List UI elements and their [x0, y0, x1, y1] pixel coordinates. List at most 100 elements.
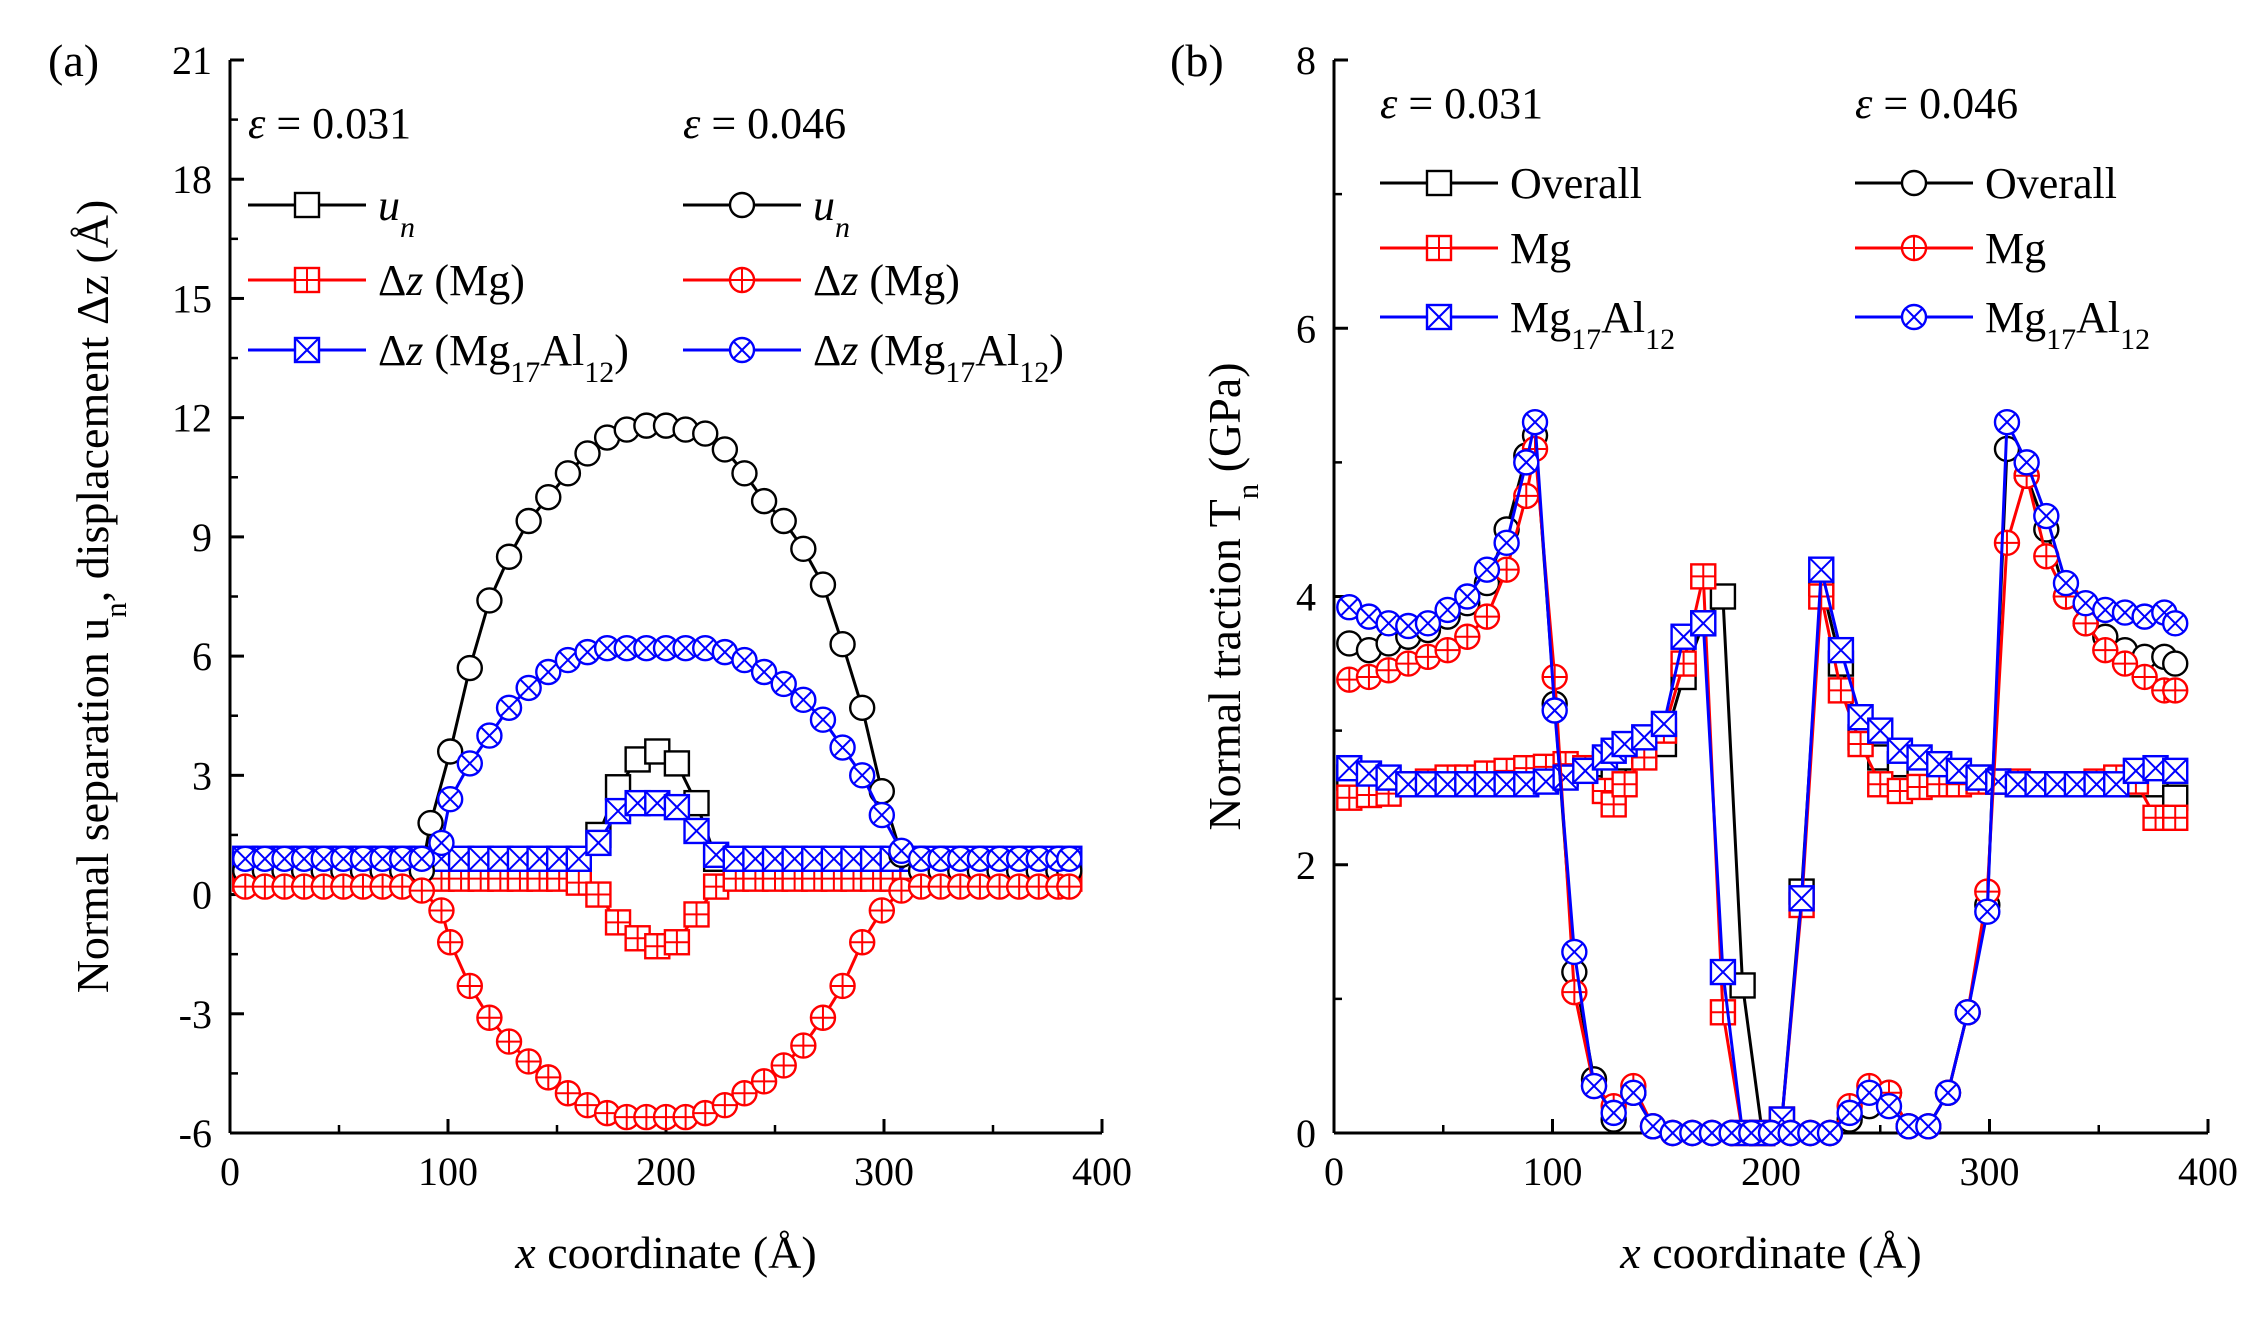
data-point: [2162, 757, 2189, 785]
marker-x-b: [1525, 412, 1545, 432]
marker-circle: [1900, 169, 1928, 197]
marker-x-b: [1340, 598, 1359, 617]
data-point: [829, 734, 856, 761]
data-point: [436, 929, 464, 956]
marker-x-b: [1906, 744, 1933, 771]
data-point: [947, 845, 974, 872]
data-point: [1827, 636, 1855, 664]
marker-x-b: [1663, 1123, 1682, 1143]
marker-x-b: [1761, 1123, 1781, 1143]
data-point: [495, 694, 523, 721]
marker-circle: [829, 630, 856, 658]
marker-x-b: [334, 849, 353, 868]
marker-x-b: [833, 738, 852, 757]
y-tick-label: 6: [1296, 306, 1316, 351]
marker-x-b: [1887, 738, 1913, 764]
data-point: [829, 630, 856, 658]
data-point: [293, 266, 321, 294]
data-point: [554, 646, 582, 674]
y-axis-label: Normal separation un, displacement Δz (Å…: [67, 200, 133, 994]
data-point: [1895, 1113, 1922, 1140]
legend-item: Δz (Mg): [248, 256, 525, 305]
data-point: [692, 634, 719, 662]
data-point: [1425, 169, 1453, 197]
data-point: [750, 658, 778, 686]
data-point: [232, 845, 259, 872]
label-text: ): [614, 326, 629, 375]
data-point: [770, 670, 797, 698]
x-axis-variable: x: [514, 1227, 536, 1278]
y-tick-label: 8: [1296, 38, 1316, 83]
legend-label: Overall: [1510, 159, 1642, 208]
marker-x-b: [1336, 755, 1363, 781]
label-text: (Mg): [423, 256, 524, 305]
series-line: [1348, 569, 2176, 1135]
data-point: [1954, 999, 1981, 1026]
data-point: [1993, 408, 2021, 436]
y-tick-label: 21: [172, 38, 212, 83]
marker-x-b: [637, 638, 656, 658]
data-point: [1355, 603, 1383, 630]
legend-item: Overall: [1380, 159, 1642, 208]
data-point: [2162, 610, 2189, 637]
data-point: [1541, 663, 1568, 691]
marker-x-b: [617, 638, 636, 658]
y-tick-label: 4: [1296, 575, 1316, 620]
data-point: [663, 750, 691, 777]
data-point: [1915, 1113, 1942, 1140]
data-point: [663, 929, 691, 956]
marker-circle: [535, 483, 562, 511]
subscript-text: 12: [1019, 356, 1049, 389]
marker-x-b: [314, 849, 333, 868]
data-point: [1425, 234, 1453, 262]
marker-x-b: [774, 674, 793, 694]
marker-circle: [849, 694, 876, 721]
data-point: [1355, 663, 1383, 691]
data-point: [1788, 885, 1815, 912]
marker-square: [1425, 169, 1453, 197]
marker-x-b: [1418, 614, 1438, 633]
data-point: [1709, 958, 1737, 986]
data-point: [750, 487, 778, 515]
marker-x-b: [499, 698, 519, 717]
legend-label: Mg: [1985, 224, 2046, 273]
label-text: Δ: [378, 256, 406, 305]
marker-x-b: [236, 849, 255, 868]
marker-square: [663, 750, 691, 777]
marker-x-b: [715, 642, 735, 662]
marker-x-b: [911, 849, 931, 868]
data-point: [1993, 529, 2021, 557]
marker-x-b: [294, 849, 314, 868]
marker-x-b: [412, 849, 432, 868]
marker-circle: [436, 738, 464, 765]
marker-x-b: [696, 638, 715, 658]
data-point: [1513, 449, 1540, 476]
marker-x-b: [1828, 637, 1854, 663]
marker-x-b: [1801, 1123, 1820, 1143]
data-point: [1580, 1072, 1608, 1100]
data-point: [310, 873, 337, 900]
marker-x-b: [539, 662, 558, 682]
marker-circle: [417, 809, 444, 837]
marker-x-b: [2056, 573, 2076, 593]
marker-x-b: [1919, 1117, 1938, 1136]
data-point: [790, 1032, 817, 1059]
marker-x-b: [1958, 1003, 1977, 1022]
subscript-text: 17: [1571, 323, 1601, 356]
data-point: [1974, 898, 2001, 925]
epsilon-symbol: ε: [248, 99, 266, 148]
data-point: [849, 762, 876, 789]
data-point: [711, 436, 739, 463]
subscript-text: 12: [1645, 323, 1675, 356]
legend-item: Overall: [1855, 159, 2117, 208]
label-text: z: [840, 326, 858, 375]
data-point: [1056, 873, 1083, 900]
data-point: [711, 1091, 739, 1119]
y-tick-label: 2: [1296, 843, 1316, 888]
x-tick-label: 0: [1324, 1149, 1344, 1194]
series-line: [1349, 582, 2177, 1136]
data-point: [1414, 610, 1442, 637]
series-0046-circle-x: [1336, 408, 2189, 1147]
legend-item: Δz (Mg17Al12): [248, 326, 629, 389]
marker-circle: [731, 460, 758, 487]
